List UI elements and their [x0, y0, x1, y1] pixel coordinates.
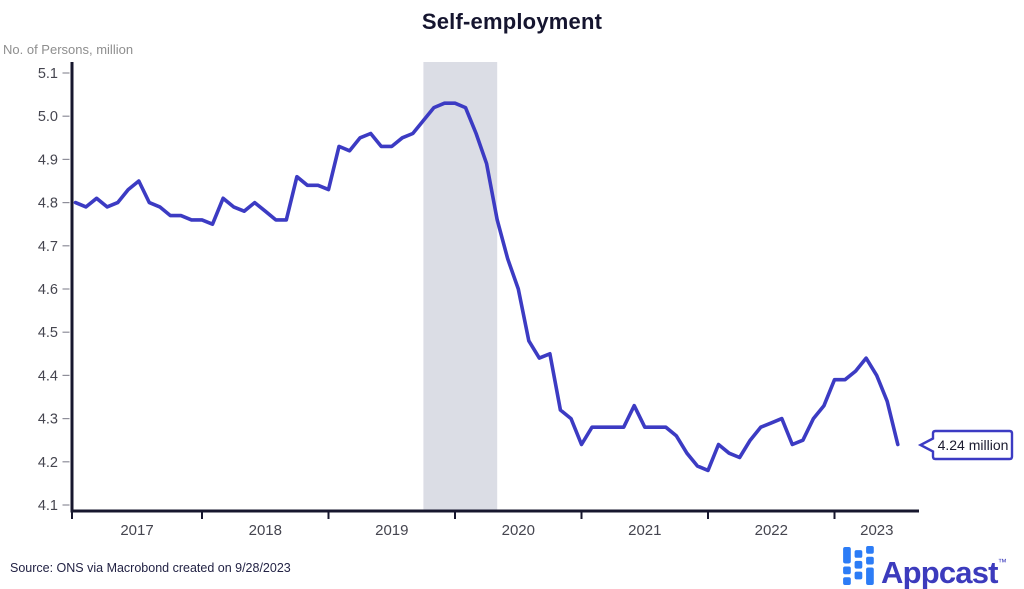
x-tick-label: 2020 [502, 522, 535, 539]
chart-title: Self-employment [421, 9, 603, 34]
y-tick-label: 4.6 [38, 282, 58, 298]
appcast-logo-text: Appcast™ [881, 543, 1007, 589]
recession-band [423, 62, 498, 510]
y-axis-unit-label: No. of Persons, million [3, 42, 134, 57]
x-tick-label: 2017 [120, 522, 153, 539]
y-tick-label: 4.5 [38, 325, 58, 341]
x-axis-ticks: 2017 2018 2019 2020 2021 2022 2023 [71, 511, 893, 539]
y-tick-label: 5.1 [38, 66, 58, 82]
y-tick-label: 4.9 [38, 152, 58, 168]
callout-bubble [917, 429, 1014, 461]
callout-label: 4.24 million [938, 437, 1009, 453]
y-tick-label: 4.1 [38, 498, 58, 514]
y-tick-label: 4.2 [38, 455, 58, 471]
source-note: Source: ONS via Macrobond created on 9/2… [10, 561, 291, 575]
y-tick-label: 4.3 [38, 412, 58, 428]
x-tick-label: 2022 [755, 522, 788, 539]
y-axis-ticks: 4.1 4.2 4.3 4.4 4.5 4.6 4.7 4.8 4.9 5.0 5.1 [38, 66, 70, 514]
x-tick-label: 2018 [249, 522, 282, 539]
y-tick-label: 4.4 [38, 368, 58, 384]
appcast-logo: Appcast™ [843, 546, 1007, 589]
x-tick-label: 2021 [628, 522, 661, 539]
y-tick-label: 4.8 [38, 196, 58, 212]
x-tick-label: 2019 [375, 522, 408, 539]
appcast-wordmark: Appcast [881, 555, 999, 589]
y-tick-label: 4.7 [38, 239, 58, 255]
appcast-logo-icon [843, 546, 874, 585]
trademark-symbol: ™ [997, 557, 1007, 567]
self-employment-data-line [73, 101, 900, 473]
last-value-callout: 4.24 million [917, 429, 1014, 461]
y-tick-label: 5.0 [38, 109, 58, 125]
x-tick-label: 2023 [860, 522, 893, 539]
